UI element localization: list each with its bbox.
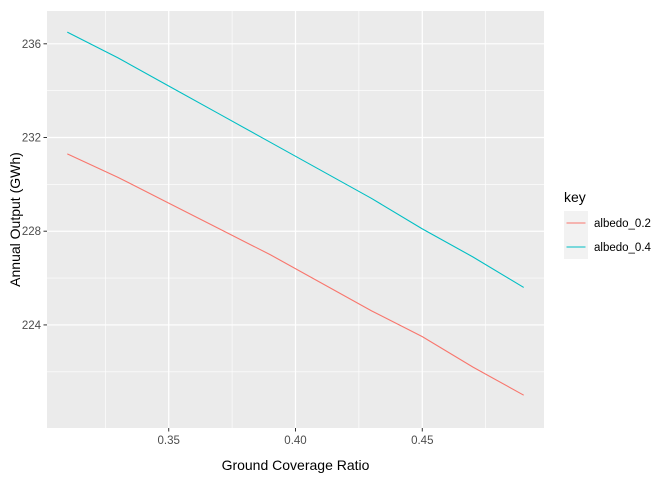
- y-tick-label: 232: [22, 133, 41, 145]
- legend-entry-label: albedo_0.2: [594, 218, 651, 230]
- series-lines: [67, 31, 524, 396]
- y-axis-label: Annual Output (GWh): [7, 152, 23, 287]
- x-tick-label: 0.40: [284, 435, 306, 447]
- x-axis: 0.35 0.40 0.45: [158, 428, 433, 447]
- series-line-albedo_0.2: [67, 153, 524, 396]
- y-tick-label: 228: [22, 226, 41, 238]
- legend: key albedo_0.2 albedo_0.4: [564, 189, 652, 259]
- x-tick-label: 0.35: [158, 435, 180, 447]
- x-axis-label: Ground Coverage Ratio: [222, 457, 370, 473]
- x-tick-label: 0.45: [411, 435, 433, 447]
- legend-entry-label: albedo_0.4: [594, 242, 652, 254]
- y-axis: 224 228 232 236: [22, 39, 47, 332]
- legend-title: key: [564, 189, 586, 205]
- major-gridlines: [47, 11, 544, 428]
- series-line-albedo_0.4: [67, 31, 524, 288]
- y-tick-label: 224: [22, 320, 42, 332]
- y-tick-label: 236: [22, 39, 41, 51]
